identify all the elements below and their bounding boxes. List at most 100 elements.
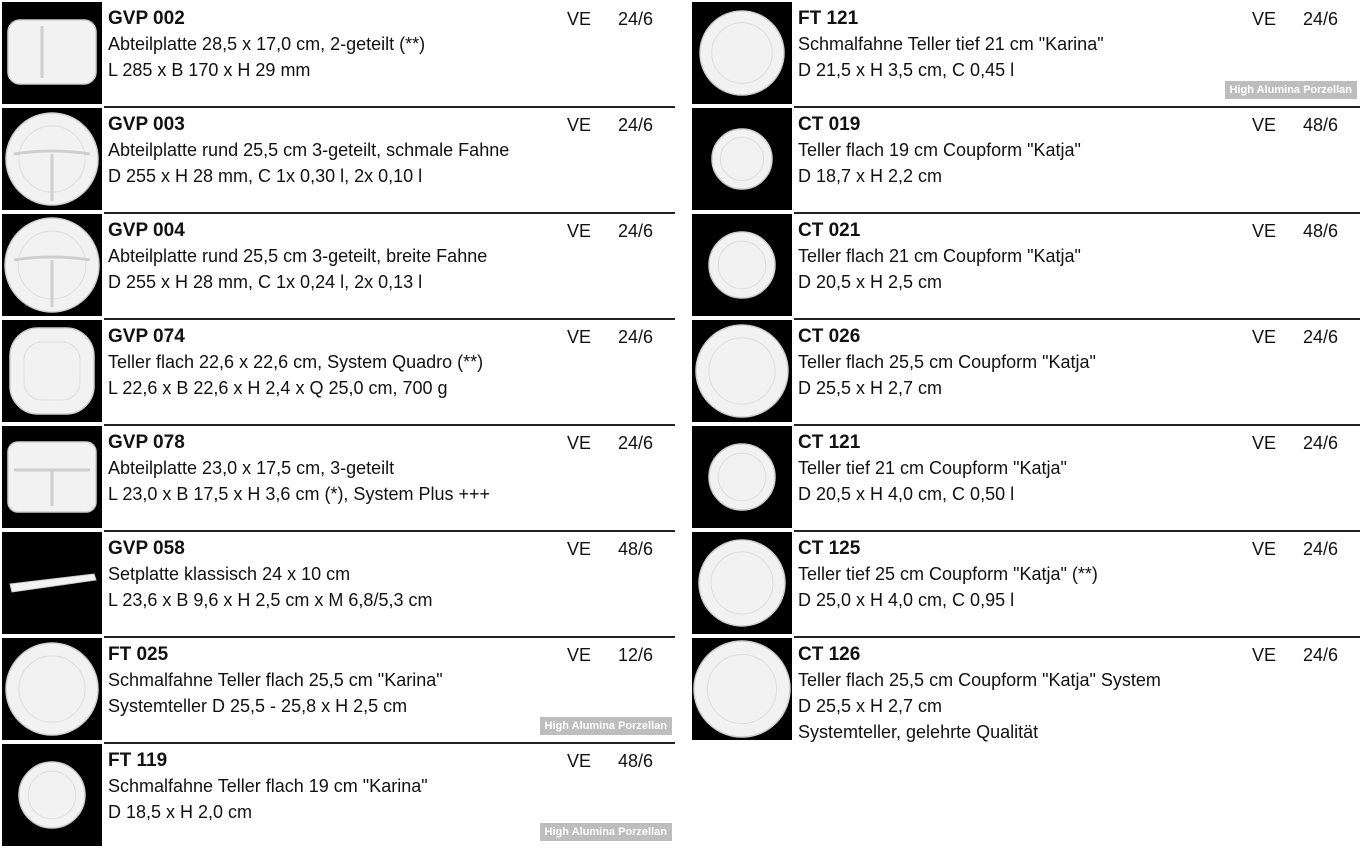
description-line: L 285 x B 170 x H 29 mm bbox=[108, 60, 311, 80]
product-image bbox=[693, 640, 791, 738]
description-line: D 25,5 x H 2,7 cm bbox=[798, 696, 943, 716]
product-image bbox=[7, 19, 97, 85]
description-line: Abteilplatte rund 25,5 cm 3-geteilt, sch… bbox=[108, 140, 510, 160]
product-image bbox=[7, 441, 97, 513]
description-line: L 22,6 x B 22,6 x H 2,4 x Q 25,0 cm, 700… bbox=[108, 378, 448, 398]
ve-label: VE bbox=[1251, 221, 1276, 241]
pack-size: 24/6 bbox=[617, 433, 653, 453]
separator bbox=[794, 424, 1360, 426]
image-box bbox=[692, 108, 792, 210]
image-box bbox=[2, 638, 102, 740]
separator bbox=[104, 318, 675, 320]
description-line: D 255 x H 28 mm, C 1x 0,30 l, 2x 0,10 l bbox=[108, 166, 423, 186]
separator bbox=[794, 530, 1360, 532]
pack-size: 48/6 bbox=[1302, 115, 1338, 135]
description-line: D 25,0 x H 4,0 cm, C 0,95 l bbox=[798, 590, 1015, 610]
ve-label: VE bbox=[1251, 9, 1276, 29]
description-line: Teller tief 25 cm Coupform "Katja" (**) bbox=[798, 564, 1098, 584]
pack-size: 24/6 bbox=[1302, 433, 1338, 453]
material-badge: High Alumina Porzellan bbox=[539, 717, 672, 735]
description-line: Setplatte klassisch 24 x 10 cm bbox=[108, 564, 351, 584]
image-box bbox=[2, 2, 102, 104]
product-image bbox=[711, 128, 773, 190]
product-code: GVP 004 bbox=[108, 220, 185, 241]
product-image bbox=[708, 231, 776, 299]
pack-size: 24/6 bbox=[617, 327, 653, 347]
product-image bbox=[695, 324, 789, 418]
separator bbox=[104, 424, 675, 426]
pack-size: 12/6 bbox=[617, 645, 653, 665]
product-image bbox=[708, 443, 776, 511]
ve-label: VE bbox=[566, 221, 591, 241]
product-code: GVP 078 bbox=[108, 432, 185, 453]
product-image bbox=[18, 761, 86, 829]
pack-size: 48/6 bbox=[617, 539, 653, 559]
ve-label: VE bbox=[1251, 433, 1276, 453]
separator bbox=[794, 318, 1360, 320]
pack-size: 48/6 bbox=[1302, 221, 1338, 241]
image-box bbox=[692, 2, 792, 104]
description-line: Systemteller D 25,5 - 25,8 x H 2,5 cm bbox=[108, 696, 408, 716]
description-line: D 25,5 x H 2,7 cm bbox=[798, 378, 943, 398]
product-image bbox=[698, 539, 786, 627]
description-line: Teller flach 19 cm Coupform "Katja" bbox=[798, 140, 1081, 160]
product-code: GVP 002 bbox=[108, 8, 185, 29]
pack-size: 24/6 bbox=[617, 115, 653, 135]
description-line: Schmalfahne Teller tief 21 cm "Karina" bbox=[798, 34, 1104, 54]
description-line: Schmalfahne Teller flach 19 cm "Karina" bbox=[108, 776, 428, 796]
product-code: GVP 003 bbox=[108, 114, 185, 135]
ve-label: VE bbox=[566, 433, 591, 453]
product-image bbox=[9, 327, 95, 415]
description-line: Teller flach 25,5 cm Coupform "Katja" bbox=[798, 352, 1096, 372]
image-box bbox=[692, 214, 792, 316]
image-box bbox=[692, 638, 792, 740]
description-line: L 23,6 x B 9,6 x H 2,5 cm x M 6,8/5,3 cm bbox=[108, 590, 433, 610]
description-line: D 18,7 x H 2,2 cm bbox=[798, 166, 943, 186]
material-badge: High Alumina Porzellan bbox=[1224, 81, 1357, 99]
product-code: CT 026 bbox=[798, 326, 861, 347]
product-code: CT 125 bbox=[798, 538, 861, 559]
image-box bbox=[2, 214, 102, 316]
product-code: CT 019 bbox=[798, 114, 861, 135]
separator bbox=[104, 106, 675, 108]
description-line: Systemteller, gelehrte Qualität bbox=[798, 722, 1039, 742]
pack-size: 24/6 bbox=[1302, 645, 1338, 665]
description-line: D 255 x H 28 mm, C 1x 0,24 l, 2x 0,13 l bbox=[108, 272, 423, 292]
description-line: Abteilplatte 23,0 x 17,5 cm, 3-geteilt bbox=[108, 458, 395, 478]
separator bbox=[104, 742, 675, 744]
product-image bbox=[5, 112, 99, 206]
separator bbox=[794, 636, 1360, 638]
image-box bbox=[2, 532, 102, 634]
description-line: L 23,0 x B 17,5 x H 3,6 cm (*), System P… bbox=[108, 484, 490, 504]
product-image bbox=[699, 10, 785, 96]
description-line: D 18,5 x H 2,0 cm bbox=[108, 802, 253, 822]
separator bbox=[794, 212, 1360, 214]
product-code: FT 119 bbox=[108, 750, 168, 771]
image-box bbox=[692, 426, 792, 528]
product-code: CT 126 bbox=[798, 644, 861, 665]
description-line: D 20,5 x H 4,0 cm, C 0,50 l bbox=[798, 484, 1015, 504]
separator bbox=[104, 530, 675, 532]
product-image bbox=[9, 573, 97, 593]
description-line: D 21,5 x H 3,5 cm, C 0,45 l bbox=[798, 60, 1015, 80]
description-line: Teller flach 22,6 x 22,6 cm, System Quad… bbox=[108, 352, 484, 372]
product-code: FT 121 bbox=[798, 8, 859, 29]
description-line: Teller flach 21 cm Coupform "Katja" bbox=[798, 246, 1081, 266]
ve-label: VE bbox=[1251, 645, 1276, 665]
separator bbox=[104, 636, 675, 638]
ve-label: VE bbox=[566, 327, 591, 347]
description-line: Abteilplatte rund 25,5 cm 3-geteilt, bre… bbox=[108, 246, 488, 266]
ve-label: VE bbox=[1251, 539, 1276, 559]
pack-size: 24/6 bbox=[1302, 327, 1338, 347]
separator bbox=[104, 212, 675, 214]
image-box bbox=[692, 532, 792, 634]
ve-label: VE bbox=[566, 751, 591, 771]
image-box bbox=[2, 108, 102, 210]
image-box bbox=[2, 320, 102, 422]
pack-size: 24/6 bbox=[617, 221, 653, 241]
product-code: CT 121 bbox=[798, 432, 861, 453]
product-code: GVP 058 bbox=[108, 538, 185, 559]
description-line: Teller flach 25,5 cm Coupform "Katja" Sy… bbox=[798, 670, 1161, 690]
ve-label: VE bbox=[1251, 115, 1276, 135]
